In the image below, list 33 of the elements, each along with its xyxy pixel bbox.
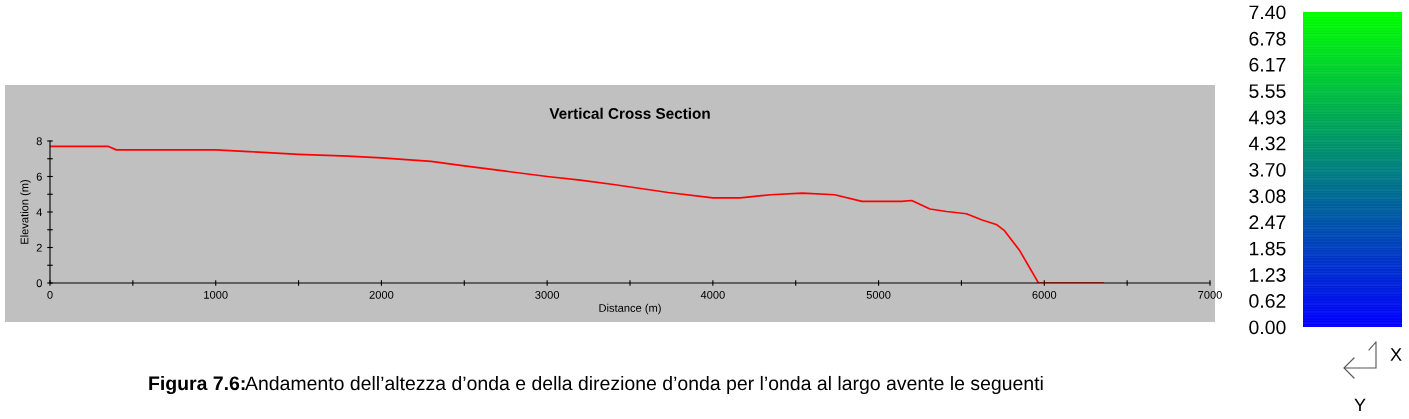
- x-tick-label: 4000: [700, 290, 725, 299]
- x-axis-title: Distance (m): [599, 303, 661, 315]
- x-tick-label: 3000: [535, 290, 560, 299]
- x-tick-label: 2000: [369, 290, 394, 299]
- color-bar-label: 5.55: [1249, 84, 1286, 98]
- color-bar-label: 1.85: [1249, 241, 1286, 256]
- y-tick-label: 6: [36, 172, 42, 181]
- color-bar-label: 6.17: [1249, 57, 1286, 72]
- text: Figura 7.6:: [149, 375, 245, 395]
- y-tick-label: 0: [36, 279, 42, 288]
- text: Andamento dell’altezza d’onda e della direzione d’onda per l’onda al largo avente le seguenti: [245, 375, 1043, 395]
- x-tick-label: 0: [47, 290, 53, 299]
- y-tick-label: 8: [36, 137, 42, 146]
- text: X: [1390, 348, 1402, 361]
- chart-title: Vertical Cross Section: [549, 107, 710, 119]
- color-bar-label: 2.47: [1249, 215, 1286, 229]
- color-bar-label: 1.23: [1249, 268, 1286, 282]
- color-bar-label: 4.32: [1248, 136, 1286, 151]
- color-bar-label: 0.62: [1249, 294, 1286, 308]
- y-tick-label: 4: [36, 208, 43, 217]
- color-bar-label: 3.70: [1249, 162, 1286, 177]
- color-bar-label: 0.00: [1249, 320, 1286, 335]
- color-bar-label: 6.78: [1249, 31, 1286, 46]
- x-tick-label: 1000: [204, 290, 228, 299]
- color-bar-label: 7.40: [1249, 5, 1286, 20]
- y-tick-label: 2: [36, 243, 42, 252]
- x-tick-label: 7000: [1198, 290, 1222, 299]
- color-bar-label: 4.93: [1248, 110, 1286, 125]
- text: Y: [1354, 398, 1366, 412]
- x-tick-label: 5000: [866, 290, 891, 299]
- y-axis-title: Elevation (m): [20, 179, 31, 244]
- x-tick-label: 6000: [1032, 290, 1057, 299]
- color-bar-label: 3.08: [1249, 189, 1286, 204]
